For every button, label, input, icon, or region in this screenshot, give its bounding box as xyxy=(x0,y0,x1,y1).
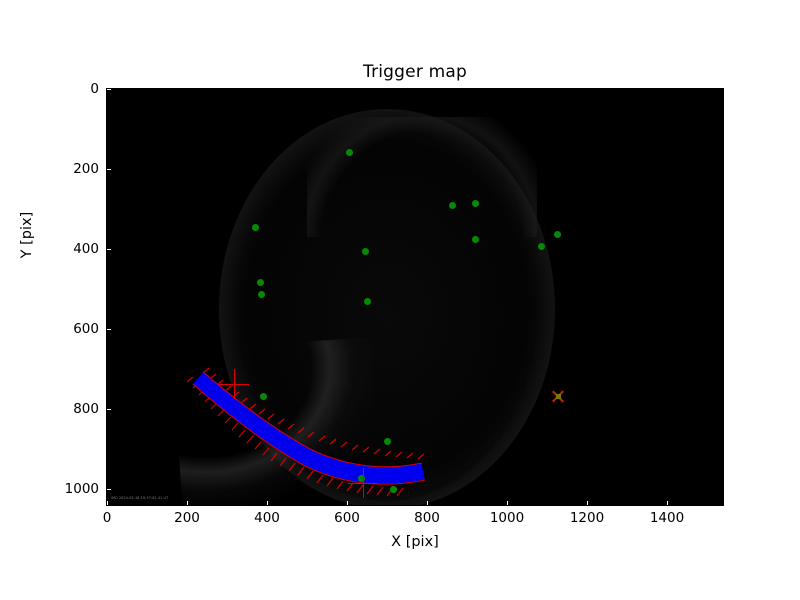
x-tick-label: 0 xyxy=(102,510,112,526)
trigger-dot[interactable] xyxy=(345,148,353,156)
x-tickmark xyxy=(107,501,108,505)
x-tick-label: 600 xyxy=(334,510,360,526)
y-tickmark xyxy=(107,329,111,330)
track-band-edge-outer xyxy=(192,383,426,485)
trigger-dot[interactable] xyxy=(256,278,264,286)
trigger-dot[interactable] xyxy=(553,230,561,238)
x-tick-label: 1000 xyxy=(489,510,525,526)
trigger-dot[interactable] xyxy=(383,437,391,445)
trigger-dot[interactable] xyxy=(357,474,365,482)
page-title: Trigger map xyxy=(362,62,467,82)
y-axis-label: Y [pix] xyxy=(19,211,35,259)
residual-ticks xyxy=(186,367,425,497)
trigger-dot[interactable] xyxy=(251,223,259,231)
x-tick-label: 1200 xyxy=(569,510,605,526)
x-tick-label: 200 xyxy=(174,510,200,526)
y-tickmark xyxy=(107,489,111,490)
trigger-dot[interactable] xyxy=(537,242,545,250)
x-tickmark xyxy=(507,501,508,505)
y-tick-label: 600 xyxy=(73,321,99,337)
x-axis-label: X [pix] xyxy=(391,534,439,550)
trigger-dot[interactable] xyxy=(257,290,265,298)
y-tick-label: 400 xyxy=(73,241,99,257)
y-tick-label: 800 xyxy=(73,401,99,417)
x-tickmark xyxy=(427,501,428,505)
y-tickmark xyxy=(107,89,111,90)
upper-arc-glow xyxy=(307,117,537,237)
x-tickmark xyxy=(187,501,188,505)
x-tickmark xyxy=(587,501,588,505)
y-tick-label: 200 xyxy=(73,161,99,177)
trigger-dot[interactable] xyxy=(448,201,456,209)
trigger-dot[interactable] xyxy=(363,297,371,305)
track-band-svg xyxy=(186,367,426,497)
trigger-dot[interactable] xyxy=(389,485,397,493)
timestamp-stamp: IMO 2024-05-18 19:37:02.41 UT xyxy=(111,496,169,500)
track-band xyxy=(192,371,425,484)
trigger-dot[interactable] xyxy=(259,392,267,400)
x-tickmark xyxy=(267,501,268,505)
track-band-edge-inner xyxy=(202,371,423,468)
y-tick-label: 1000 xyxy=(64,481,99,497)
x-tickmark xyxy=(347,501,348,505)
reference-source-marker[interactable] xyxy=(551,389,566,404)
data-overlay-layer: IMO 2024-05-18 19:37:02.41 UT xyxy=(107,89,723,505)
y-tickmark xyxy=(107,169,111,170)
plot-area[interactable]: IMO 2024-05-18 19:37:02.41 UT xyxy=(107,89,723,505)
x-tick-label: 800 xyxy=(414,510,440,526)
y-tickmark xyxy=(107,409,111,410)
x-tick-label: 1400 xyxy=(649,510,685,526)
y-tickmark xyxy=(107,249,111,250)
trigger-dot[interactable] xyxy=(361,247,369,255)
y-tick-label: 0 xyxy=(90,81,99,97)
x-tickmark xyxy=(667,501,668,505)
x-tick-label: 400 xyxy=(254,510,280,526)
trigger-dot[interactable] xyxy=(471,199,479,207)
trigger-dot[interactable] xyxy=(471,235,479,243)
